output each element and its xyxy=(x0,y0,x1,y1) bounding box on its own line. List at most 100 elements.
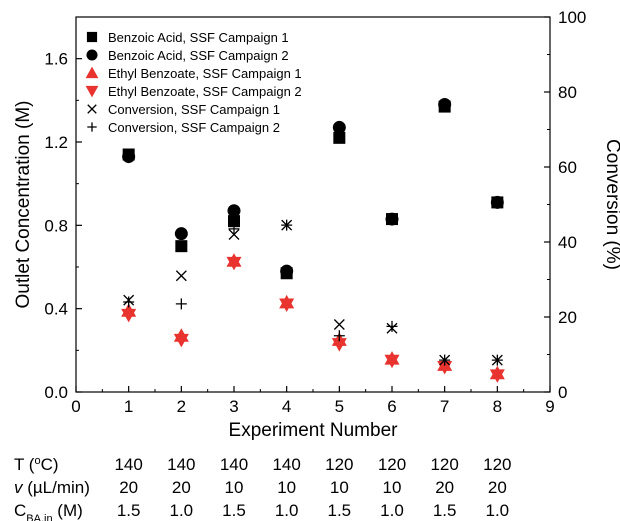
data-point xyxy=(279,298,295,312)
condition-value: 1.0 xyxy=(170,501,194,520)
series-1 xyxy=(122,98,504,278)
legend-marker xyxy=(86,31,98,43)
legend-entry: Ethyl Benzoate, SSF Campaign 2 xyxy=(108,84,302,99)
data-point xyxy=(490,195,504,209)
data-marks xyxy=(121,98,505,383)
y2-tick-label: 100 xyxy=(558,8,586,27)
x-axis-title: Experiment Number xyxy=(229,420,399,441)
x-tick-label: 2 xyxy=(177,397,186,416)
data-point xyxy=(439,354,451,366)
condition-value: 1.5 xyxy=(433,501,457,520)
axes: 0 1 2 3 4 5 6 7 8 9 0.0 0.4 0.8 1.2 1.6 0 20 40 60 80 100 Exp… xyxy=(13,8,620,441)
condition-value: 120 xyxy=(325,455,353,474)
condition-label: v (µL/min) xyxy=(14,478,90,497)
data-point xyxy=(173,333,189,348)
condition-value: 140 xyxy=(114,455,142,474)
data-point xyxy=(333,319,345,330)
data-point xyxy=(175,298,187,310)
condition-value: 10 xyxy=(225,478,244,497)
legend-marker xyxy=(85,85,99,98)
data-point xyxy=(123,296,135,308)
legend-marker xyxy=(87,104,97,114)
data-point xyxy=(384,354,400,369)
legend-entry: Ethyl Benzoate, SSF Campaign 1 xyxy=(108,66,302,81)
condition-value: 140 xyxy=(220,455,248,474)
y-tick-label: 0.0 xyxy=(44,383,68,402)
data-point xyxy=(226,256,242,271)
data-point xyxy=(174,227,188,241)
condition-value: 140 xyxy=(167,455,195,474)
data-point xyxy=(175,270,187,282)
x-tick-label: 1 xyxy=(124,397,133,416)
y2-tick-label: 20 xyxy=(558,308,577,327)
y-tick-label: 0.8 xyxy=(44,216,68,235)
condition-value: 10 xyxy=(330,478,349,497)
data-point xyxy=(280,264,294,278)
legend: Benzoic Acid, SSF Campaign 1 Benzoic Acid… xyxy=(85,30,302,135)
x-tick-label: 0 xyxy=(71,397,80,416)
condition-label: CBA,in (M) xyxy=(14,501,83,521)
data-point xyxy=(228,229,240,240)
condition-value: 120 xyxy=(483,455,511,474)
legend-marker xyxy=(87,122,97,132)
y2-tick-label: 60 xyxy=(558,158,577,177)
x-tick-label: 5 xyxy=(335,397,344,416)
data-point xyxy=(228,215,240,228)
y-tick-label: 1.2 xyxy=(44,133,68,152)
data-point xyxy=(438,98,452,111)
x-tick-label: 8 xyxy=(493,397,502,416)
legend-entry: Conversion, SSF Campaign 1 xyxy=(108,102,280,117)
condition-label: T (oC) xyxy=(14,455,59,474)
legend-marker xyxy=(85,66,99,79)
y-tick-label: 1.6 xyxy=(44,50,68,69)
data-point xyxy=(227,204,241,218)
x-tick-label: 6 xyxy=(387,397,396,416)
data-point xyxy=(331,338,347,352)
series-5 xyxy=(123,219,503,366)
y2-tick-label: 40 xyxy=(558,233,577,252)
y2-tick-label: 80 xyxy=(558,83,577,102)
y2-axis-title: Conversion (%) xyxy=(602,139,620,270)
legend-marker xyxy=(86,49,98,61)
condition-value: 1.5 xyxy=(328,501,352,520)
condition-value: 10 xyxy=(383,478,402,497)
data-point xyxy=(281,219,293,231)
series-3 xyxy=(121,256,505,383)
condition-value: 20 xyxy=(435,478,454,497)
condition-value: 120 xyxy=(430,455,458,474)
x-tick-label: 9 xyxy=(545,397,554,416)
condition-value: 20 xyxy=(119,478,138,497)
condition-value: 1.5 xyxy=(222,501,246,520)
x-tick-label: 7 xyxy=(440,397,449,416)
data-point xyxy=(386,320,398,332)
conditions-table: T (oC) 140 140 140 140 120 120 120 120 v (µL/min)… xyxy=(14,455,512,521)
data-point xyxy=(333,330,345,342)
legend-entry: Conversion, SSF Campaign 2 xyxy=(108,120,280,135)
condition-value: 1.0 xyxy=(486,501,510,520)
data-point xyxy=(175,240,188,253)
condition-value: 1.0 xyxy=(380,501,404,520)
data-point xyxy=(121,308,137,323)
x-tick-label: 3 xyxy=(229,397,238,416)
condition-value: 120 xyxy=(378,455,406,474)
condition-value: 140 xyxy=(272,455,300,474)
y2-tick-label: 0 xyxy=(558,383,567,402)
legend-entry: Benzoic Acid, SSF Campaign 1 xyxy=(108,30,289,45)
y-tick-label: 0.4 xyxy=(44,300,68,319)
data-point xyxy=(385,212,399,226)
data-point xyxy=(332,120,346,134)
condition-value: 20 xyxy=(172,478,191,497)
data-point xyxy=(122,150,136,164)
condition-value: 20 xyxy=(488,478,507,497)
data-point xyxy=(333,131,346,144)
condition-value: 10 xyxy=(277,478,296,497)
y-axis-title: Outlet Concentration (M) xyxy=(13,100,34,308)
x-tick-label: 4 xyxy=(282,397,291,416)
data-point xyxy=(489,369,505,383)
legend-entry: Benzoic Acid, SSF Campaign 2 xyxy=(108,48,289,63)
data-point xyxy=(228,223,240,235)
data-point xyxy=(491,354,503,366)
condition-value: 1.0 xyxy=(275,501,299,520)
condition-value: 1.5 xyxy=(117,501,141,520)
